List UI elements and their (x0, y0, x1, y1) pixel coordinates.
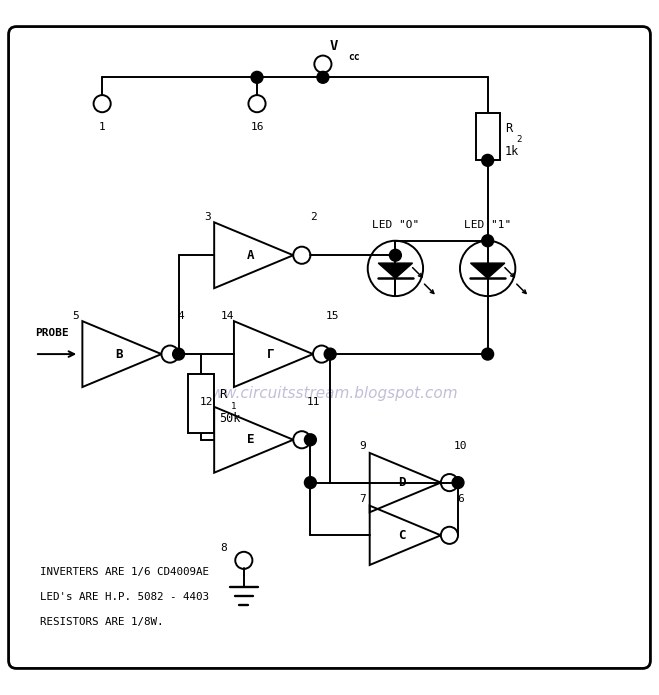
Text: 1: 1 (99, 122, 105, 132)
Text: LED's ARE H.P. 5082 - 4403: LED's ARE H.P. 5082 - 4403 (40, 591, 208, 602)
Text: RESISTORS ARE 1/8W.: RESISTORS ARE 1/8W. (40, 616, 163, 627)
Text: V: V (330, 39, 338, 53)
Text: 6: 6 (457, 494, 464, 504)
Text: LED "1": LED "1" (464, 220, 511, 230)
Text: 14: 14 (221, 311, 234, 321)
Text: 50k: 50k (219, 411, 241, 425)
Circle shape (324, 348, 336, 360)
Circle shape (304, 434, 316, 445)
Circle shape (317, 72, 329, 83)
Circle shape (251, 72, 263, 83)
Text: 3: 3 (204, 212, 211, 222)
Text: 1k: 1k (505, 145, 519, 158)
Text: R: R (219, 389, 227, 402)
Circle shape (482, 235, 494, 247)
Text: A: A (246, 249, 254, 262)
Circle shape (173, 348, 185, 360)
Bar (476, 113, 500, 161)
Text: 2: 2 (310, 212, 316, 222)
Text: R: R (505, 122, 512, 135)
Polygon shape (378, 263, 413, 278)
Circle shape (389, 250, 401, 261)
Text: 15: 15 (326, 311, 339, 321)
Text: cc: cc (348, 52, 360, 63)
Text: 12: 12 (200, 397, 213, 407)
Text: 4: 4 (178, 311, 185, 321)
Polygon shape (471, 263, 505, 278)
Text: 5: 5 (72, 311, 79, 321)
Text: E: E (246, 433, 254, 446)
Text: Γ: Γ (266, 348, 274, 361)
Circle shape (452, 477, 464, 489)
Text: D: D (398, 476, 406, 489)
Text: 1: 1 (231, 402, 237, 411)
Circle shape (482, 348, 494, 360)
FancyBboxPatch shape (9, 26, 650, 669)
Text: 10: 10 (454, 441, 467, 451)
Text: B: B (115, 348, 123, 361)
Text: 11: 11 (306, 397, 320, 407)
Bar (188, 374, 214, 433)
Circle shape (304, 477, 316, 489)
Text: 7: 7 (360, 494, 366, 504)
Circle shape (482, 154, 494, 166)
Text: PROBE: PROBE (35, 328, 69, 338)
Text: 2: 2 (517, 135, 522, 144)
Text: C: C (398, 529, 406, 542)
Text: 9: 9 (360, 441, 366, 451)
Text: www.circuitsstream.blogspot.com: www.circuitsstream.blogspot.com (200, 386, 459, 401)
Text: LED "O": LED "O" (372, 220, 419, 230)
Text: 8: 8 (221, 543, 227, 553)
Text: INVERTERS ARE 1/6 CD4009AE: INVERTERS ARE 1/6 CD4009AE (40, 566, 208, 577)
Text: 16: 16 (250, 122, 264, 132)
